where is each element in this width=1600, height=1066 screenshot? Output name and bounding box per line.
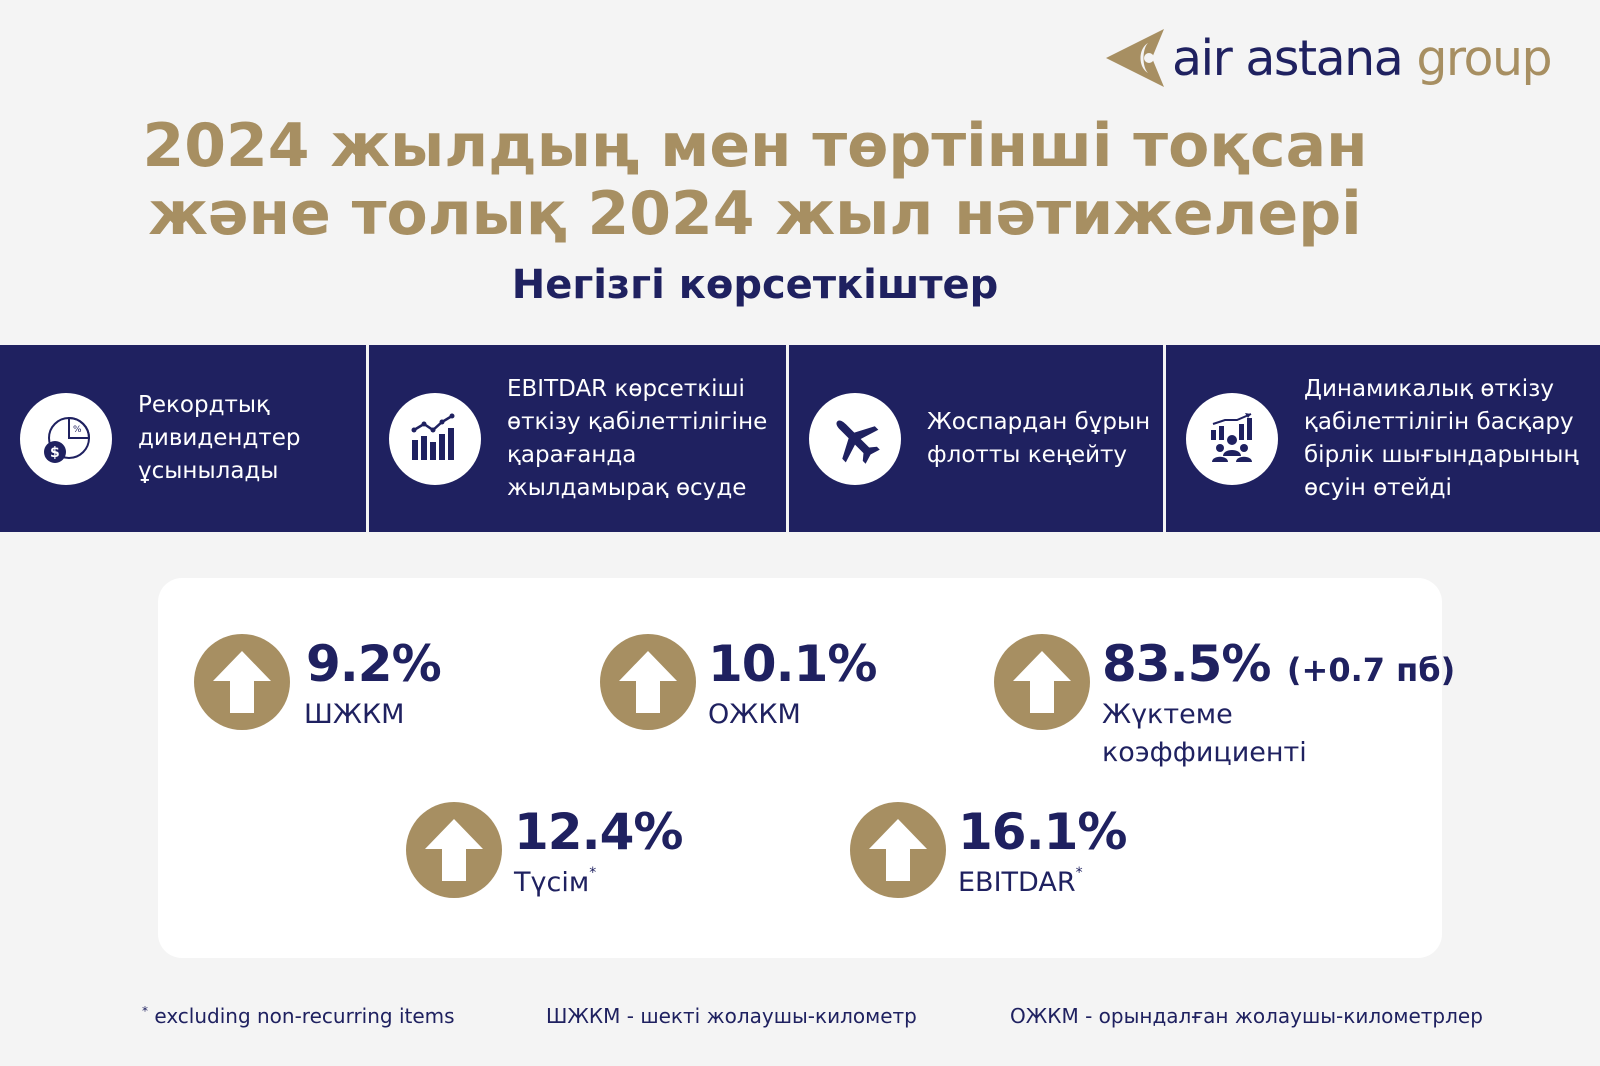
footnote-mark: * bbox=[589, 865, 597, 881]
people-chart-icon bbox=[1211, 412, 1252, 462]
highlight-ebitdar-growth: EBITDAR көрсеткіші өткізу қабілеттілігін… bbox=[366, 345, 786, 532]
metric-load-factor-value: 83.5% bbox=[1102, 635, 1271, 693]
up-arrow-icon bbox=[406, 802, 502, 898]
metric-rpk-label: ОЖКМ bbox=[708, 699, 801, 730]
logo-word-airline: air astana bbox=[1172, 29, 1404, 87]
highlight-text-line: қабілеттілігін басқару bbox=[1304, 408, 1574, 435]
metric-ask-label: ШЖКМ bbox=[304, 699, 405, 730]
up-arrow-icon bbox=[600, 634, 696, 730]
pie-chart-dollar-icon: % $ bbox=[44, 416, 91, 463]
footnote-ask: ШЖКМ - шекті жолаушы-километр bbox=[546, 1004, 917, 1028]
highlight-text-line: EBITDAR көрсеткіші bbox=[507, 375, 745, 402]
footnote-rpk: ОЖКМ - орындалған жолаушы-километрлер bbox=[1010, 1004, 1483, 1028]
metric-load-factor-change: (+0.7 пб) bbox=[1286, 651, 1456, 689]
footnote-mark: * bbox=[1075, 865, 1083, 881]
highlight-text-line: дивидендтер bbox=[138, 425, 301, 451]
svg-text:%: % bbox=[73, 425, 82, 435]
metric-revenue-value: 12.4% bbox=[514, 803, 683, 861]
highlight-text-line: жылдамырақ өсуде bbox=[507, 474, 747, 501]
air-astana-emblem-icon bbox=[1106, 29, 1164, 87]
footnote-excluding: excluding non-recurring items bbox=[154, 1004, 455, 1028]
metrics-panel: 9.2% ШЖКМ 10.1% ОЖКМ 83.5% (+0.7 пб) Жүк… bbox=[158, 578, 1455, 958]
metric-ask-value: 9.2% bbox=[306, 635, 442, 693]
page-subtitle: Негізгі көрсеткіштер bbox=[511, 262, 999, 308]
footnotes: * excluding non-recurring items ШЖКМ - ш… bbox=[0, 1004, 1600, 1034]
metric-load-factor-label-line: Жүктеме bbox=[1102, 699, 1233, 730]
metric-ebitdar-value: 16.1% bbox=[958, 803, 1127, 861]
highlight-text-line: өткізу қабілеттілігіне bbox=[507, 408, 768, 435]
highlight-text-line: флотты кеңейту bbox=[927, 441, 1128, 468]
highlight-fleet-expansion: Жоспардан бұрын флотты кеңейту bbox=[786, 345, 1163, 532]
metric-rpk-value: 10.1% bbox=[708, 635, 877, 693]
page-title-line-1: 2024 жылдың мен төртінші тоқсан bbox=[142, 111, 1368, 181]
svg-text:$: $ bbox=[50, 445, 60, 461]
highlight-text-line: өсуін өтейді bbox=[1304, 474, 1452, 501]
page-title-line-2: және толық 2024 жыл нәтижелері bbox=[148, 179, 1362, 249]
metric-ebitdar-label: EBITDAR bbox=[958, 867, 1076, 898]
highlight-text-line: Рекордтық bbox=[138, 392, 270, 418]
highlight-text-line: Динамикалық өткізу bbox=[1304, 375, 1554, 402]
logo-word-group: group bbox=[1416, 29, 1552, 87]
metric-load-factor-label-line: коэффициенті bbox=[1102, 737, 1307, 768]
bar-chart-growth-icon bbox=[411, 413, 455, 460]
highlight-text-line: бірлік шығындарының bbox=[1304, 441, 1579, 468]
airplane-icon bbox=[836, 419, 880, 464]
up-arrow-icon bbox=[994, 634, 1090, 730]
highlight-text-line: Жоспардан бұрын bbox=[927, 408, 1151, 435]
metric-revenue-label: Түсім bbox=[514, 867, 590, 898]
footnote-mark: * bbox=[142, 1004, 148, 1018]
up-arrow-icon bbox=[194, 634, 290, 730]
highlight-text-line: қарағанда bbox=[507, 441, 637, 468]
highlight-dividends: % $ Рекордтық дивидендтер ұсынылады bbox=[0, 345, 366, 532]
highlight-capacity-management: Динамикалық өткізу қабілеттілігін басқар… bbox=[1163, 345, 1600, 532]
highlight-text-line: ұсынылады bbox=[138, 458, 279, 484]
highlights-band: % $ Рекордтық дивидендтер ұсынылады bbox=[0, 345, 1600, 532]
air-astana-logo: air astana group bbox=[1104, 22, 1554, 94]
up-arrow-icon bbox=[850, 802, 946, 898]
